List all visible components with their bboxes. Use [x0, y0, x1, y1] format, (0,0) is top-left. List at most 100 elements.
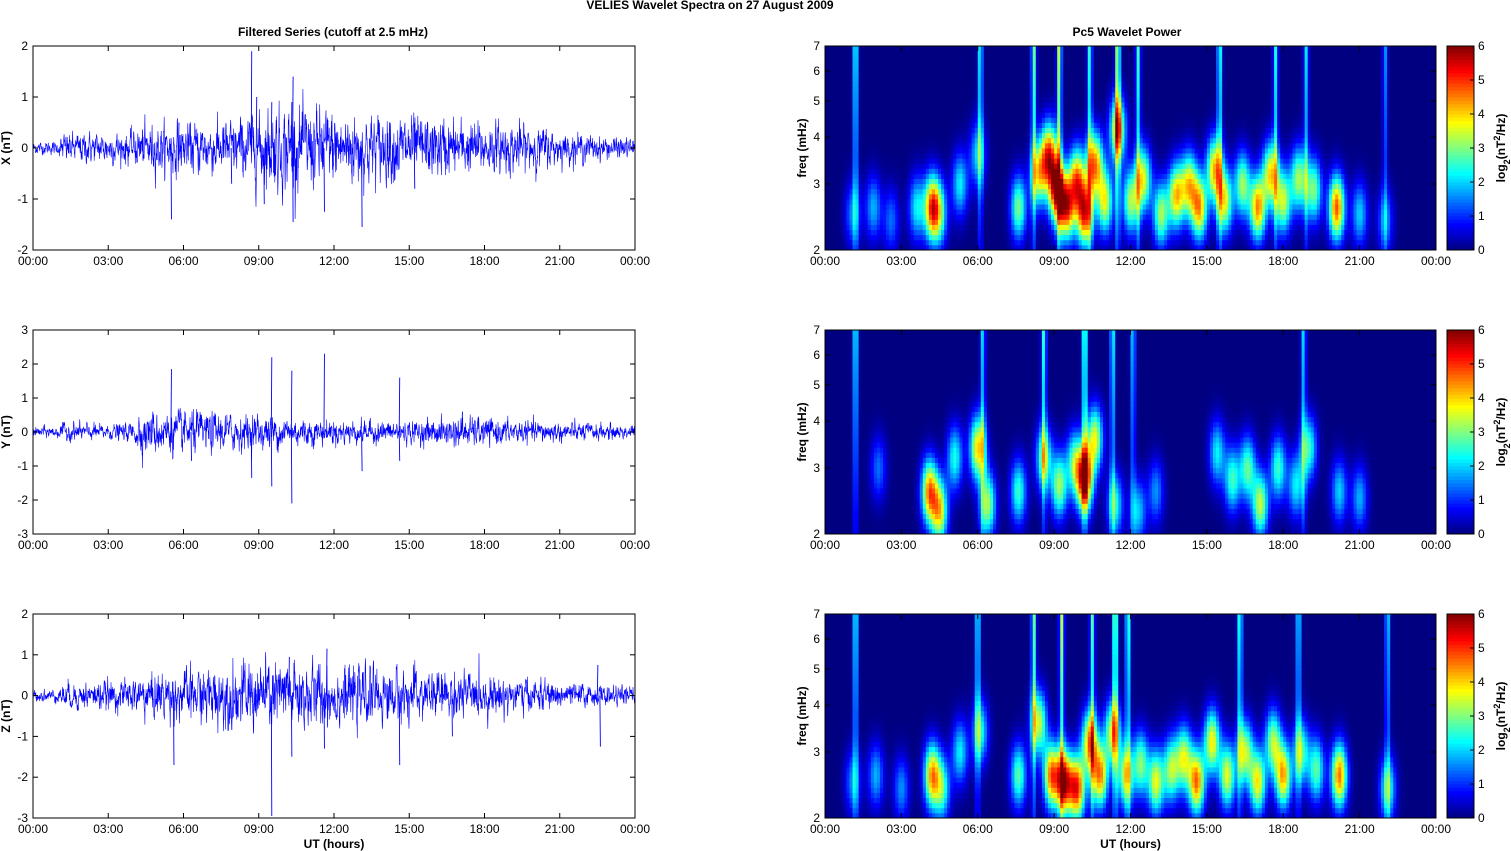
heatmap-cell: [1173, 132, 1177, 139]
heatmap-cell: [1200, 234, 1205, 241]
heatmap-cell: [1381, 209, 1385, 215]
heatmap-cell: [947, 239, 951, 246]
heatmap-cell: [1408, 214, 1412, 220]
heatmap-cell: [1060, 214, 1064, 220]
heatmap-cell: [1145, 199, 1150, 205]
heatmap-cell: [1151, 132, 1156, 139]
heatmap-cell: [1252, 188, 1257, 195]
heatmap-cell: [1267, 214, 1272, 220]
heatmap-cell: [999, 199, 1003, 205]
heatmap-cell: [1396, 158, 1400, 164]
heatmap-cell: [1090, 199, 1095, 205]
heatmap-cell: [968, 148, 973, 154]
heatmap-cell: [1090, 209, 1095, 215]
heatmap-cell: [1121, 132, 1125, 139]
heatmap-cell: [1090, 153, 1095, 159]
heatmap-cell: [1326, 158, 1330, 164]
heatmap-cell: [1353, 148, 1357, 154]
heatmap-cell: [1176, 193, 1180, 200]
heatmap-cell: [1200, 148, 1205, 154]
heatmap-cell: [1014, 142, 1018, 149]
heatmap-cell: [922, 188, 927, 195]
heatmap-cell: [953, 214, 957, 220]
heatmap-cell: [1203, 163, 1208, 169]
heatmap-cell: [1371, 183, 1376, 190]
heatmap-cell: [919, 158, 924, 164]
heatmap-cell: [1206, 244, 1211, 251]
heatmap-cell: [1377, 224, 1382, 230]
heatmap-cell: [1154, 193, 1159, 200]
heatmap-cell: [1225, 183, 1229, 190]
heatmap-cell: [1417, 204, 1422, 210]
heatmap-cell: [883, 168, 887, 174]
heatmap-cell: [1414, 153, 1419, 159]
heatmap-cell: [1139, 148, 1144, 154]
heatmap-cell: [1035, 224, 1040, 230]
heatmap-cell: [916, 199, 921, 205]
heatmap-cell: [852, 219, 856, 225]
heatmap-cell: [1341, 183, 1345, 190]
heatmap-cell: [1106, 183, 1110, 190]
heatmap-cell: [1023, 142, 1028, 149]
heatmap-cell: [1170, 239, 1174, 246]
heatmap-cell: [840, 193, 844, 200]
heatmap-cell: [1203, 193, 1208, 200]
heatmap-cell: [1335, 188, 1339, 195]
heatmap-cell: [1124, 163, 1128, 169]
heatmap-cell: [1237, 239, 1241, 246]
heatmap-cell: [913, 219, 918, 225]
heatmap-cell: [1246, 158, 1251, 164]
heatmap-cell: [886, 188, 890, 195]
heatmap-cell: [1106, 244, 1110, 251]
x-tick-label: 15:00: [394, 254, 424, 268]
heatmap-cell: [1384, 214, 1388, 220]
heatmap-cell: [1038, 158, 1043, 164]
heatmap-cell: [1209, 163, 1214, 169]
heatmap-cell: [953, 188, 957, 195]
heatmap-cell: [983, 204, 988, 210]
heatmap-cell: [1307, 234, 1312, 241]
heatmap-cell: [1228, 199, 1232, 205]
spike-x-5: [263, 147, 265, 205]
heatmap-cell: [913, 209, 918, 215]
heatmap-cell: [828, 137, 832, 144]
heatmap-cell: [1252, 178, 1257, 185]
heatmap-cell: [852, 224, 856, 230]
heatmap-cell: [1023, 153, 1028, 159]
heatmap-cell: [849, 158, 853, 164]
heatmap-cell: [1405, 137, 1409, 144]
heatmap-cell: [828, 224, 832, 230]
heatmap-cell: [1258, 224, 1263, 230]
heatmap-cell: [986, 173, 991, 179]
heatmap-cell: [1096, 132, 1101, 139]
heatmap-cell: [1310, 239, 1315, 246]
heatmap-cell: [980, 168, 985, 174]
heatmap-cell: [1307, 219, 1312, 225]
heatmap-cell: [1167, 199, 1171, 205]
heatmap-cell: [1304, 214, 1309, 220]
heatmap-cell: [1307, 224, 1312, 230]
heatmap-cell: [983, 214, 988, 220]
heatmap-cell: [922, 244, 927, 251]
heatmap-cell: [925, 224, 930, 230]
heatmap-cell: [1185, 239, 1189, 246]
spike-x-1: [178, 122, 180, 149]
heatmap-cell: [1344, 178, 1348, 185]
heatmap-cell: [980, 178, 985, 185]
spike-z-9: [596, 664, 599, 696]
heatmap-cell: [1350, 132, 1354, 139]
heatmap-cell: [1390, 178, 1394, 185]
heatmap-cell: [834, 168, 838, 174]
heatmap-cell: [1139, 173, 1144, 179]
heatmap-cell: [1026, 224, 1031, 230]
heatmap-cell: [1087, 183, 1092, 190]
heatmap-cell: [1246, 173, 1251, 179]
heatmap-cell: [1029, 239, 1034, 246]
heatmap-cell: [962, 199, 966, 205]
heatmap-cell: [1038, 193, 1043, 200]
heatmap-cell: [852, 239, 856, 246]
heatmap-cell: [1164, 219, 1168, 225]
heatmap-cell: [980, 153, 985, 159]
heatmap-cell: [1420, 173, 1425, 179]
heatmap-cell: [876, 153, 881, 159]
